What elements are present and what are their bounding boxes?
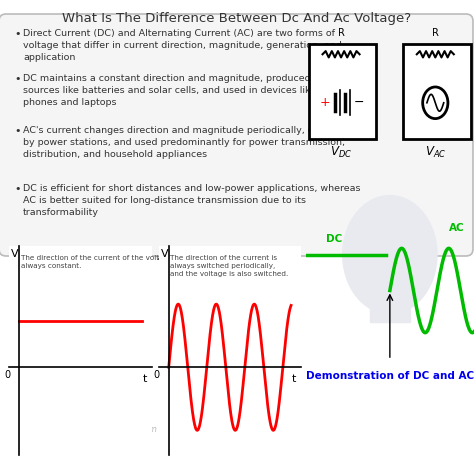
Text: Direct Current (DC) and Alternating Current (AC) are two forms of
voltage that d: Direct Current (DC) and Alternating Curr… bbox=[23, 29, 342, 62]
Text: 0: 0 bbox=[4, 370, 10, 380]
Text: $V_{DC}$: $V_{DC}$ bbox=[330, 145, 352, 160]
Text: −: − bbox=[354, 96, 364, 109]
FancyBboxPatch shape bbox=[0, 14, 473, 256]
Text: AC: AC bbox=[449, 223, 465, 234]
Text: •: • bbox=[14, 29, 20, 39]
Text: •: • bbox=[14, 126, 20, 136]
Text: t: t bbox=[142, 374, 147, 384]
Text: +: + bbox=[319, 96, 330, 109]
Text: DC maintains a constant direction and magnitude, produced by
sources like batter: DC maintains a constant direction and ma… bbox=[23, 74, 351, 107]
Text: V: V bbox=[160, 249, 168, 259]
Text: t: t bbox=[292, 374, 296, 384]
Text: 0: 0 bbox=[153, 370, 159, 380]
Bar bbox=[403, 44, 471, 138]
Text: The direction of the current is
always switched periodically,
and the voltage is: The direction of the current is always s… bbox=[170, 255, 289, 277]
Text: AC's current changes direction and magnitude periodically, generated
by power st: AC's current changes direction and magni… bbox=[23, 126, 357, 159]
Text: The direction of the current of the voltage is
always constant.: The direction of the current of the volt… bbox=[21, 255, 181, 269]
Text: DC is efficient for short distances and low-power applications, whereas
AC is be: DC is efficient for short distances and … bbox=[23, 184, 361, 217]
Text: R: R bbox=[337, 28, 345, 38]
Text: Direct Current (DC): Direct Current (DC) bbox=[10, 252, 104, 262]
Polygon shape bbox=[370, 303, 410, 322]
Text: •: • bbox=[14, 74, 20, 84]
Text: DC: DC bbox=[326, 234, 342, 244]
Text: Alternating Current (AC): Alternating Current (AC) bbox=[158, 252, 276, 262]
Bar bbox=[309, 44, 376, 138]
Text: Source: www.matsusada.com: Source: www.matsusada.com bbox=[33, 425, 157, 434]
Text: $V_{AC}$: $V_{AC}$ bbox=[425, 145, 446, 160]
Text: •: • bbox=[14, 184, 20, 194]
Text: What Is The Difference Between Dc And Ac Voltage?: What Is The Difference Between Dc And Ac… bbox=[63, 12, 411, 25]
Text: Demonstration of DC and AC: Demonstration of DC and AC bbox=[306, 371, 474, 381]
Polygon shape bbox=[343, 196, 437, 314]
Text: V: V bbox=[11, 249, 19, 259]
Text: R: R bbox=[432, 28, 439, 38]
